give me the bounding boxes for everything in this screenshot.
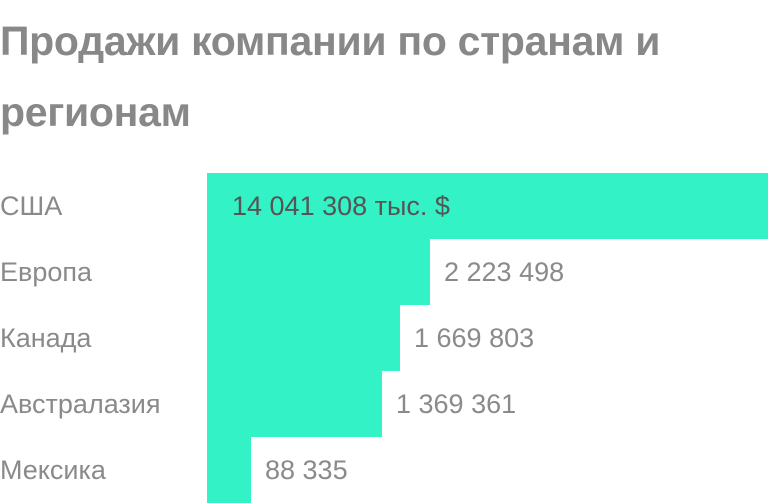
- category-label: Европа: [0, 257, 93, 287]
- value-label: 2 223 498: [444, 257, 565, 287]
- value-label: 14 041 308 тыс. $: [232, 191, 450, 221]
- category-label: США: [0, 191, 63, 221]
- bar: [207, 173, 768, 239]
- category-label: Мексика: [0, 455, 106, 485]
- value-label: 1 669 803: [414, 323, 535, 353]
- bar-row: США 14 041 308 тыс. $: [0, 173, 768, 239]
- bar-row: Канада 1 669 803: [0, 305, 768, 371]
- bar: [207, 305, 400, 371]
- value-label: 88 335: [265, 455, 348, 485]
- category-label: Австралазия: [0, 389, 161, 419]
- chart-title: Продажи компании по странам и регионам: [0, 18, 661, 135]
- bar-row: Мексика 88 335: [0, 437, 768, 503]
- bar: [207, 437, 251, 503]
- category-label: Канада: [0, 323, 92, 353]
- bar: [207, 371, 382, 437]
- bar-row: Европа 2 223 498: [0, 239, 768, 305]
- bar: [207, 239, 430, 305]
- bar-row: Австралазия 1 369 361: [0, 371, 768, 437]
- value-label: 1 369 361: [396, 389, 517, 419]
- bar-chart: США 14 041 308 тыс. $ Европа 2 223 498 Канад…: [0, 173, 768, 503]
